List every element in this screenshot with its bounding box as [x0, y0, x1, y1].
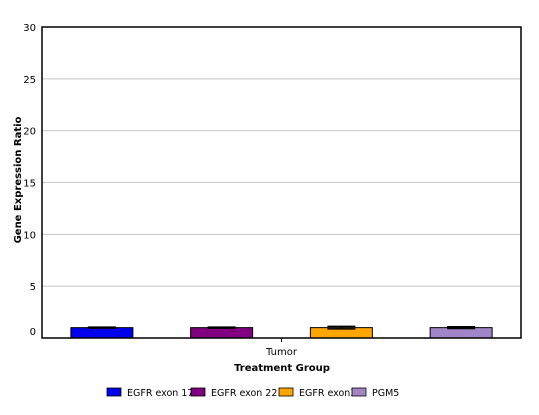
y-tick-label: 30 [23, 23, 36, 34]
legend-item: EGFR exon 22 [190, 387, 277, 399]
legend: EGFR exon 17 EGFR exon 22 EGFR exon3 PGM5 [106, 387, 399, 399]
error-bar [207, 326, 236, 329]
legend-item: EGFR exon3 [278, 387, 356, 399]
x-axis-title: Treatment Group [234, 363, 330, 374]
legend-item: EGFR exon 17 [106, 387, 193, 399]
x-tick-label: Tumor [265, 347, 298, 358]
legend-label: EGFR exon 17 [127, 388, 193, 399]
error-bar [447, 326, 476, 330]
y-tick-label: 25 [23, 75, 36, 86]
legend-swatch [106, 387, 122, 397]
y-tick-label: 20 [23, 127, 36, 138]
legend-swatch [190, 387, 206, 397]
legend-swatch [351, 387, 367, 397]
legend-label: EGFR exon 22 [211, 388, 277, 399]
y-tick-label: 5 [30, 282, 36, 293]
bars [70, 325, 493, 339]
error-bar [87, 326, 116, 329]
bar [70, 327, 134, 339]
legend-label: PGM5 [372, 388, 399, 399]
x-axis-ticks: Tumor [265, 338, 298, 358]
error-bar [327, 325, 356, 330]
legend-label: EGFR exon3 [299, 388, 356, 399]
gridlines [42, 78, 521, 287]
y-tick-label: 15 [23, 179, 36, 190]
y-tick-label: 0 [30, 327, 36, 338]
y-axis-title: Gene Expression Ratio [13, 116, 24, 243]
legend-item: PGM5 [351, 387, 399, 399]
y-axis-ticks: 0 5 10 15 20 25 30 [23, 23, 36, 338]
y-tick-label: 10 [23, 230, 36, 241]
legend-swatch [278, 387, 294, 397]
bar [190, 327, 254, 339]
